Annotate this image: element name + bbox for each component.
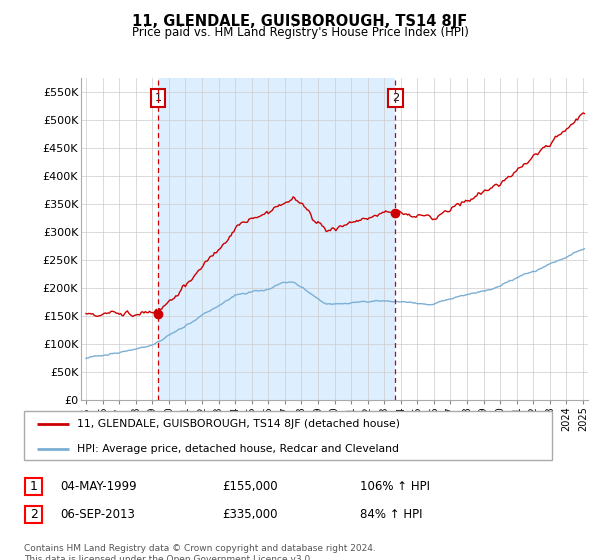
- Text: 2: 2: [29, 508, 38, 521]
- Text: 106% ↑ HPI: 106% ↑ HPI: [360, 480, 430, 493]
- Text: 84% ↑ HPI: 84% ↑ HPI: [360, 508, 422, 521]
- Text: Contains HM Land Registry data © Crown copyright and database right 2024.
This d: Contains HM Land Registry data © Crown c…: [24, 544, 376, 560]
- Text: 1: 1: [29, 480, 38, 493]
- Text: HPI: Average price, detached house, Redcar and Cleveland: HPI: Average price, detached house, Redc…: [77, 445, 399, 455]
- Text: £155,000: £155,000: [222, 480, 278, 493]
- Text: 04-MAY-1999: 04-MAY-1999: [60, 480, 137, 493]
- Text: 11, GLENDALE, GUISBOROUGH, TS14 8JF (detached house): 11, GLENDALE, GUISBOROUGH, TS14 8JF (det…: [77, 419, 400, 429]
- Text: 2: 2: [392, 93, 399, 103]
- Text: £335,000: £335,000: [222, 508, 277, 521]
- Text: Price paid vs. HM Land Registry's House Price Index (HPI): Price paid vs. HM Land Registry's House …: [131, 26, 469, 39]
- Bar: [158, 78, 395, 400]
- Text: 06-SEP-2013: 06-SEP-2013: [60, 508, 135, 521]
- Text: 11, GLENDALE, GUISBOROUGH, TS14 8JF: 11, GLENDALE, GUISBOROUGH, TS14 8JF: [133, 14, 467, 29]
- Text: 1: 1: [155, 93, 161, 103]
